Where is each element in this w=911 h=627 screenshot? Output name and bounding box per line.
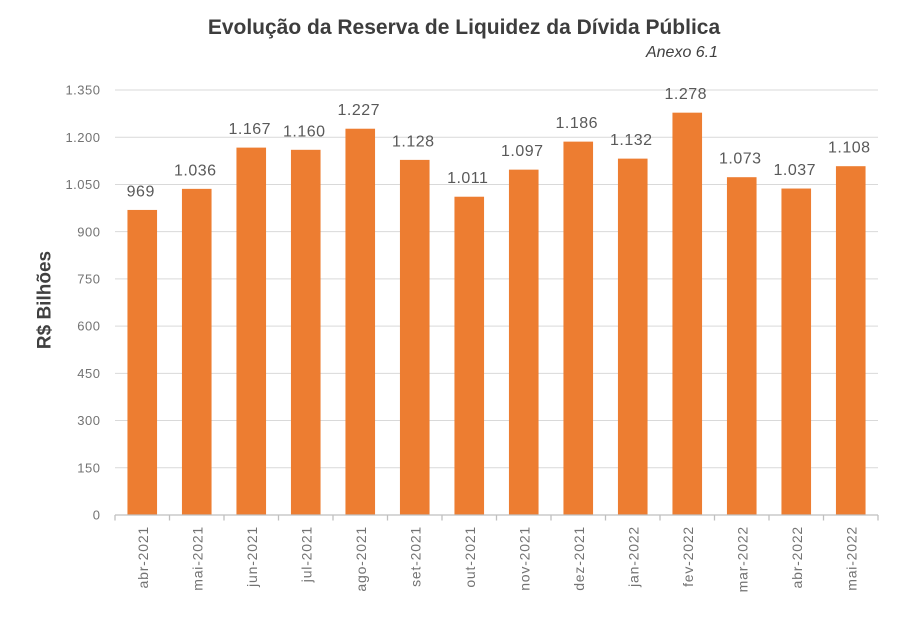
svg-text:jun-2021: jun-2021 [244,526,260,588]
svg-text:mai-2022: mai-2022 [843,526,859,591]
svg-text:abr-2021: abr-2021 [135,526,151,588]
svg-text:1.350: 1.350 [65,83,100,98]
svg-text:Evolução da Reserva de Liquide: Evolução da Reserva de Liquidez da Dívid… [208,16,721,39]
svg-text:1.073: 1.073 [719,151,762,168]
svg-text:dez-2021: dez-2021 [571,526,587,591]
svg-text:450: 450 [77,366,100,381]
svg-text:150: 150 [77,460,100,475]
svg-text:mai-2021: mai-2021 [189,526,205,591]
svg-text:750: 750 [77,271,100,286]
svg-text:0: 0 [93,508,101,523]
svg-text:1.011: 1.011 [447,170,488,187]
svg-text:1.160: 1.160 [283,123,326,140]
svg-text:mar-2022: mar-2022 [734,526,750,592]
svg-text:abr-2022: abr-2022 [789,526,805,588]
svg-text:1.132: 1.132 [610,132,653,149]
svg-text:set-2021: set-2021 [407,526,423,587]
svg-text:1.108: 1.108 [828,140,871,157]
svg-text:1.186: 1.186 [555,115,598,132]
svg-text:jan-2022: jan-2022 [625,526,641,588]
svg-text:R$ Bilhões: R$ Bilhões [35,251,56,349]
svg-text:1.167: 1.167 [228,121,271,138]
svg-text:1.227: 1.227 [337,102,380,119]
svg-text:300: 300 [77,413,100,428]
svg-text:1.097: 1.097 [501,143,544,160]
svg-text:ago-2021: ago-2021 [353,526,369,592]
svg-text:out-2021: out-2021 [462,526,478,588]
svg-text:900: 900 [77,224,100,239]
svg-text:600: 600 [77,319,100,334]
svg-text:1.278: 1.278 [664,86,707,103]
svg-text:nov-2021: nov-2021 [516,526,532,591]
svg-text:1.036: 1.036 [174,162,217,179]
svg-text:fev-2022: fev-2022 [680,526,696,587]
svg-text:1.200: 1.200 [65,130,100,145]
svg-text:Anexo 6.1: Anexo 6.1 [645,44,718,61]
svg-text:969: 969 [127,183,155,200]
svg-text:1.037: 1.037 [773,162,816,179]
svg-text:1.050: 1.050 [65,177,100,192]
svg-text:jul-2021: jul-2021 [298,526,314,583]
svg-text:1.128: 1.128 [392,133,435,150]
